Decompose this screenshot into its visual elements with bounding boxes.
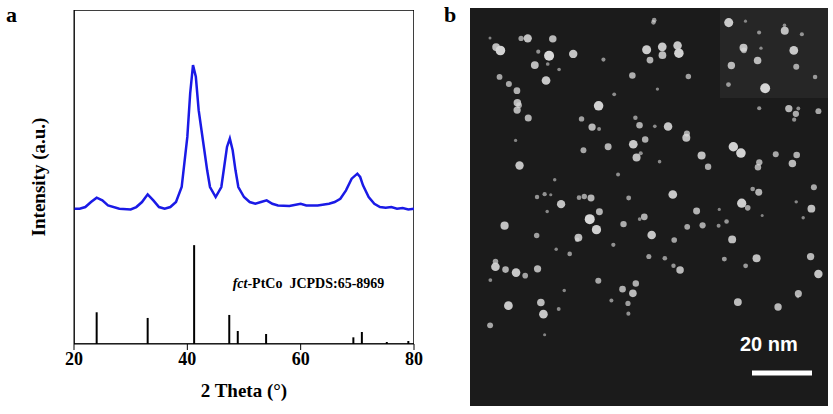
- html-text:a: a: [6, 2, 17, 27]
- html-text:b: b: [444, 2, 457, 27]
- svg-text:80: 80: [405, 349, 423, 369]
- svg-text:60: 60: [292, 349, 310, 369]
- svg-text:Intensity (a.u.): Intensity (a.u.): [28, 118, 50, 237]
- svg-text:2 Theta (°): 2 Theta (°): [201, 380, 287, 402]
- svg-text:40: 40: [178, 349, 196, 369]
- svg-text:20: 20: [65, 349, 83, 369]
- html-text:20 nm: 20 nm: [740, 333, 798, 355]
- html-text:fct -PtCo JCPDS:65-8969: fct -PtCo JCPDS:65-8969: [232, 276, 385, 291]
